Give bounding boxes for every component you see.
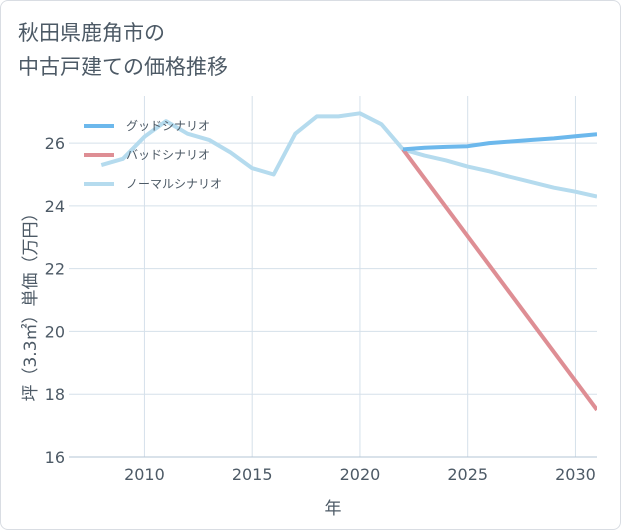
series-line-good-scenario (402, 132, 597, 152)
x-tick-labels: 2010 2015 2020 2025 2030 (124, 465, 596, 484)
grid-lines (69, 96, 597, 458)
series-line-bad-scenario (401, 148, 597, 412)
series-line-normal-scenario (100, 111, 597, 199)
legend-label-normal: ノーマルシナリオ (126, 177, 222, 191)
legend-label-good: グッドシナリオ (126, 119, 210, 133)
y-tick-label: 24 (45, 197, 65, 216)
title-line-1: 秋田県鹿角市の (18, 21, 165, 45)
title-line-2: 中古戸建ての価格推移 (18, 55, 228, 79)
y-tick-labels: 16 18 20 22 24 26 (45, 134, 65, 467)
x-tick-label: 2020 (340, 465, 381, 484)
y-tick-label: 18 (45, 385, 65, 404)
y-tick-label: 26 (45, 134, 65, 153)
x-axis-label: 年 (325, 499, 342, 519)
x-tick-label: 2010 (124, 465, 165, 484)
y-tick-label: 20 (45, 322, 65, 341)
y-tick-label: 16 (45, 448, 65, 467)
x-tick-label: 2030 (555, 465, 596, 484)
x-tick-label: 2025 (447, 465, 488, 484)
y-tick-label: 22 (45, 260, 65, 279)
series-lines (100, 111, 597, 412)
legend-label-bad: バッドシナリオ (126, 148, 210, 162)
y-axis-label: 坪（3.3㎡）単価（万円） (21, 204, 41, 401)
x-tick-label: 2015 (232, 465, 273, 484)
chart-title: 秋田県鹿角市の 中古戸建ての価格推移 (18, 16, 228, 84)
